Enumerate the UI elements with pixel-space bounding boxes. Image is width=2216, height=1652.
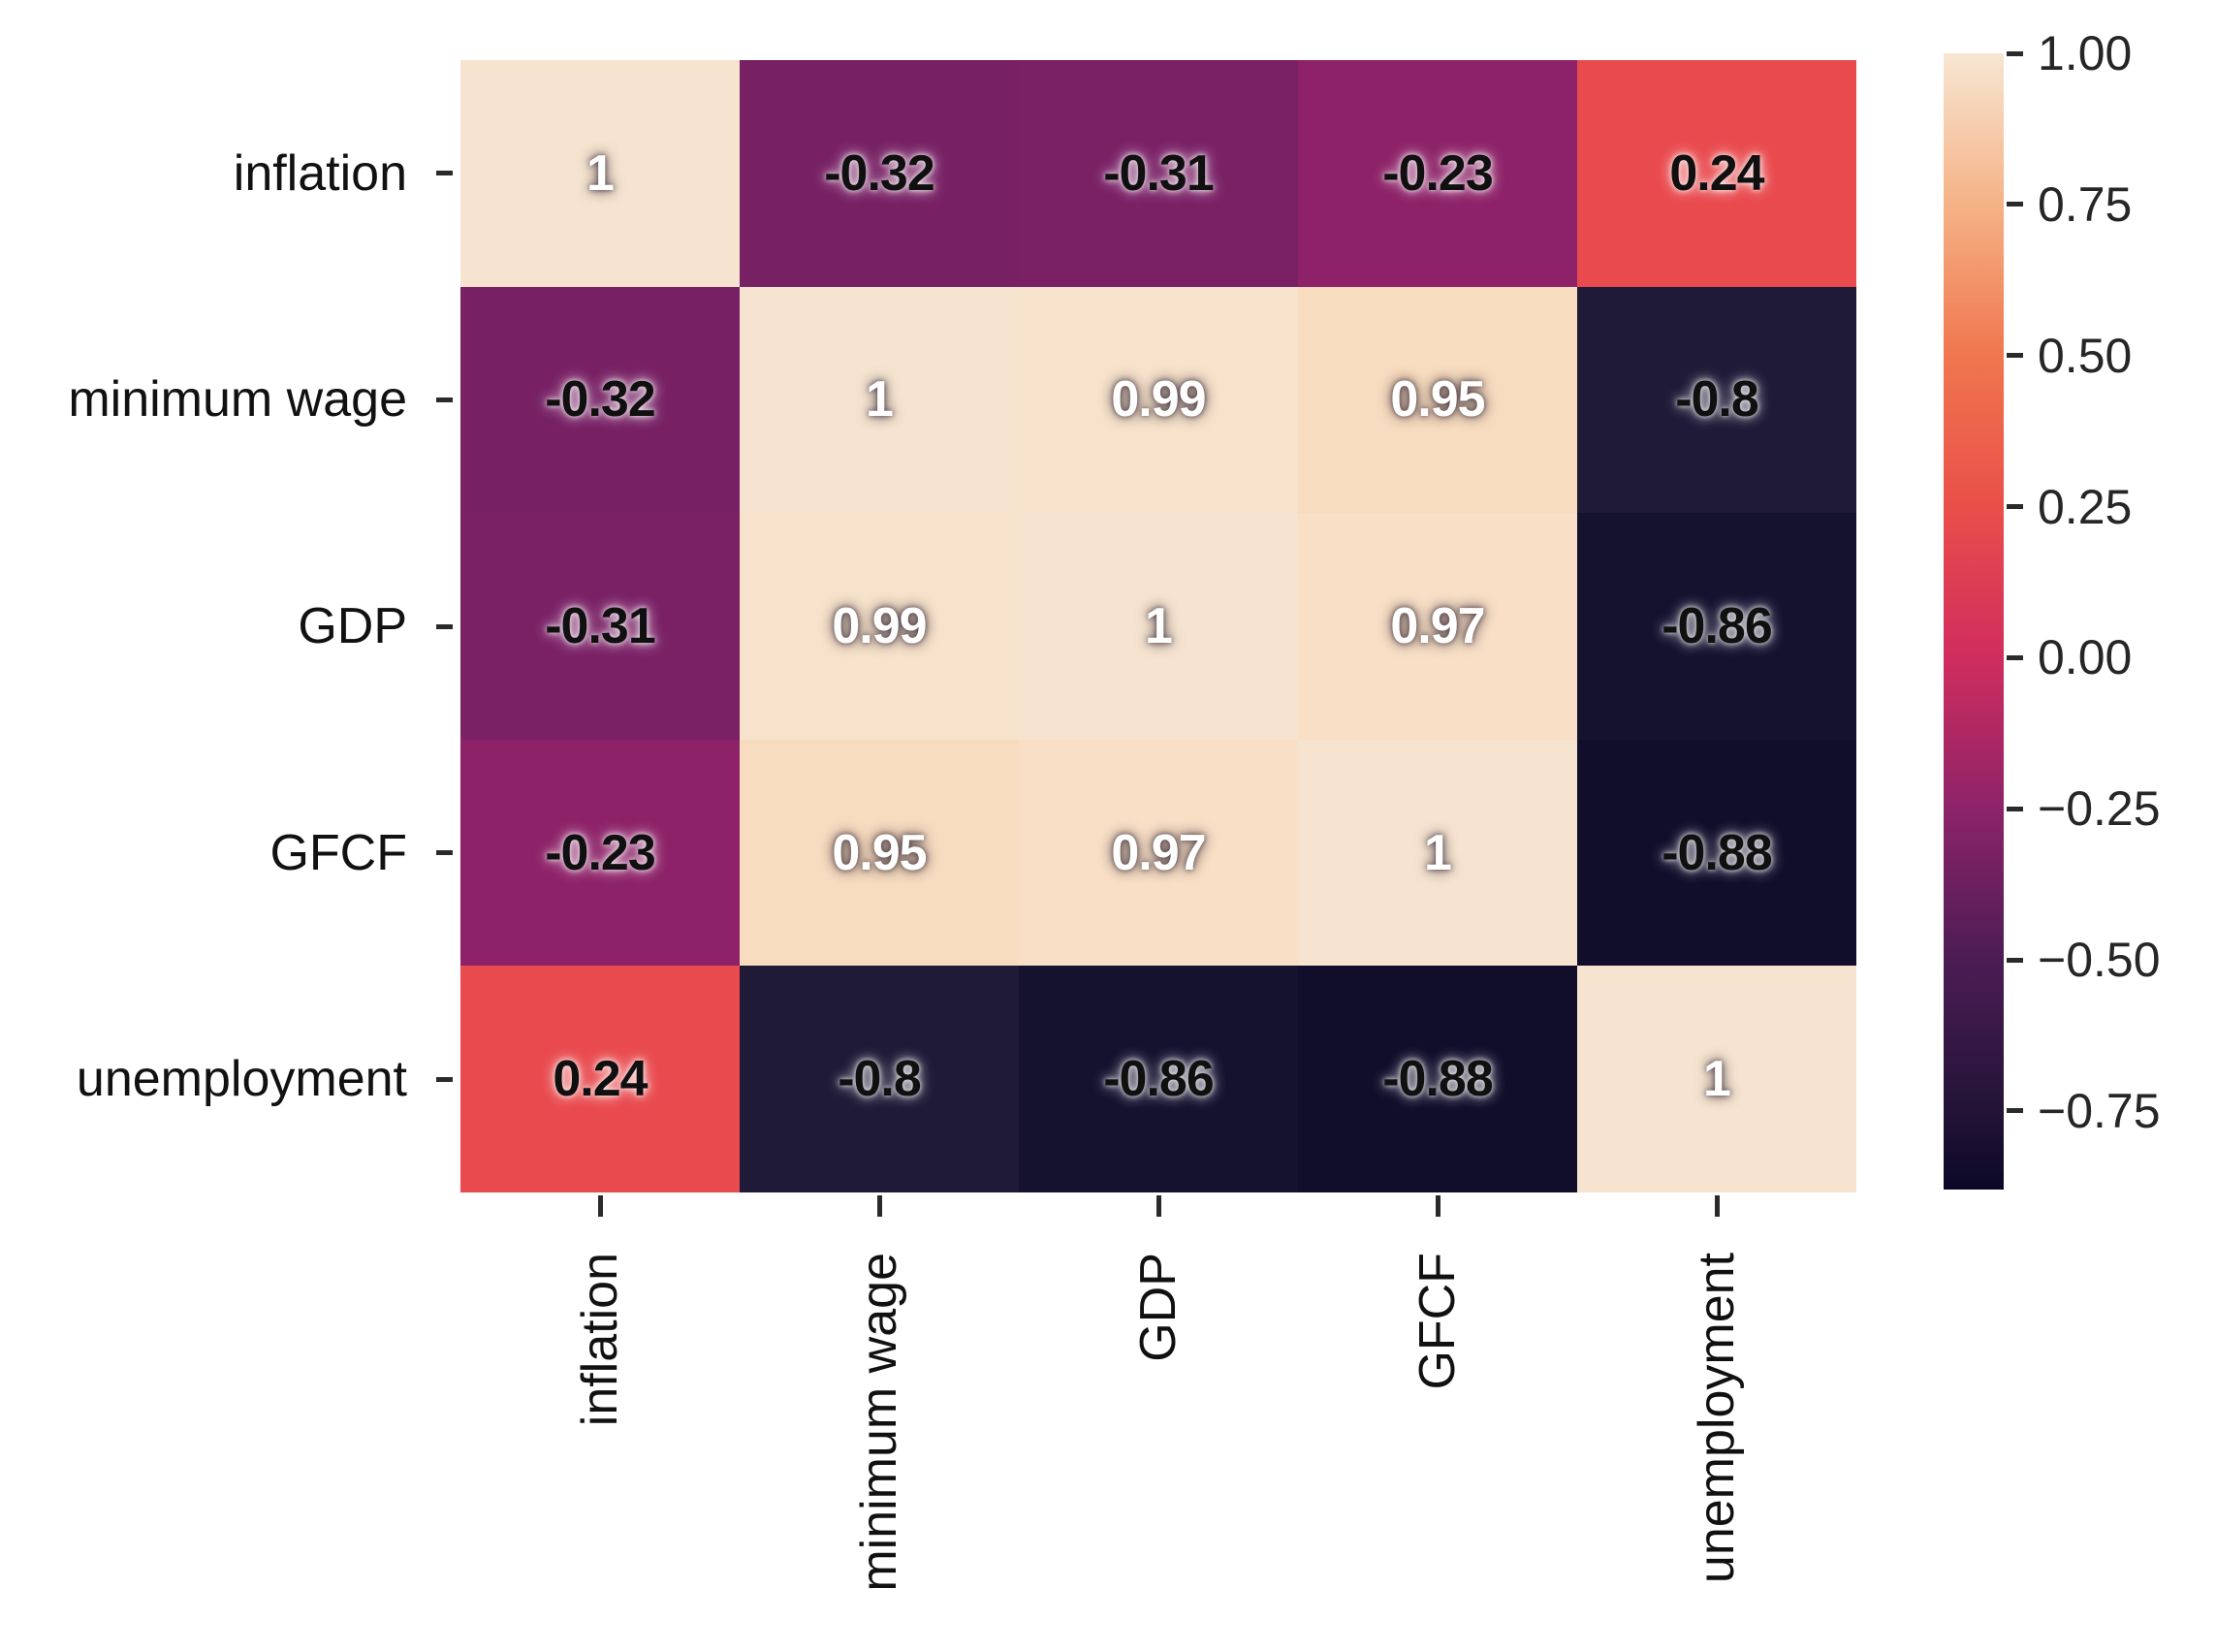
x-tick-mark [1435,1195,1440,1217]
heatmap-cell: -0.8 [1577,286,1856,514]
y-tick-mark [436,171,453,176]
col-label-GFCF: GFCF [1409,1253,1466,1390]
colorbar-tick-label: 0.75 [2038,176,2133,232]
row-label-GFCF: GFCF [269,824,407,881]
colorbar-tick-mark [2007,806,2023,811]
colorbar-tick-label: −0.50 [2038,933,2161,988]
colorbar-gradient [1944,53,2004,1190]
heatmap-cell: 0.95 [740,739,1019,967]
heatmap-cell: 0.99 [1019,286,1298,514]
heatmap-cell: 0.97 [1019,739,1298,967]
heatmap-cell: -0.8 [740,966,1019,1192]
colorbar-tick-mark [2007,202,2023,207]
y-tick-mark [436,397,453,402]
col-label-minimum-wage: minimum wage [851,1253,907,1592]
col-label-unemployment: unemployment [1689,1253,1745,1584]
heatmap-cell: -0.88 [1577,739,1856,967]
row-label-unemployment: unemployment [76,1051,407,1108]
heatmap-cell: 0.24 [1577,60,1856,287]
colorbar-tick-mark [2007,654,2023,660]
heatmap-cell: 1 [460,60,740,287]
x-tick-mark [1714,1195,1720,1217]
heatmap-cell: 1 [740,286,1019,514]
colorbar-tick-label: 1.00 [2038,26,2133,80]
x-tick-mark [597,1195,603,1217]
heatmap-cell: 0.95 [1298,286,1577,514]
heatmap-cell: 0.97 [1298,513,1577,740]
heatmap-cell: -0.31 [460,513,740,740]
heatmap-cell: -0.32 [460,286,740,514]
colorbar-tick-mark [2007,50,2023,56]
heatmap-cell: -0.86 [1019,966,1298,1192]
colorbar-tick-mark [2007,504,2023,510]
colorbar-tick-label: −0.75 [2038,1083,2161,1138]
heatmap-cell: 1 [1298,739,1577,967]
colorbar-tick-mark [2007,1108,2023,1114]
row-label-minimum-wage: minimum wage [68,371,407,429]
colorbar-tick-mark [2007,957,2023,963]
heatmap-cell: 1 [1019,513,1298,740]
heatmap-cell: -0.23 [1298,60,1577,287]
colorbar-tick-label: −0.25 [2038,781,2161,837]
col-label-GDP: GDP [1130,1253,1187,1362]
heatmap-cell: -0.86 [1577,513,1856,740]
x-tick-mark [1155,1195,1161,1217]
heatmap-cell: -0.32 [740,60,1019,287]
heatmap-grid: 1 -0.32 -0.31 -0.23 0.24 -0.32 1 0.99 0.95 -0.8 -0… [460,60,1856,1192]
colorbar-tick-label: 0.00 [2038,630,2133,685]
heatmap-cell: -0.31 [1019,60,1298,287]
colorbar-tick-label: 0.25 [2038,479,2133,534]
colorbar-tick-label: 0.50 [2038,328,2133,383]
x-tick-mark [876,1195,882,1217]
colorbar-tick-mark [2007,353,2023,359]
heatmap-cell: 1 [1577,966,1856,1192]
y-tick-mark [436,623,453,629]
y-tick-mark [436,1076,453,1082]
heatmap-cell: 0.24 [460,966,740,1192]
y-tick-mark [436,850,453,856]
heatmap-cell: -0.88 [1298,966,1577,1192]
row-label-inflation: inflation [233,144,407,202]
row-label-GDP: GDP [298,598,407,654]
heatmap-cell: 0.99 [740,513,1019,740]
col-label-inflation: inflation [572,1253,628,1427]
heatmap-cell: -0.23 [460,739,740,967]
